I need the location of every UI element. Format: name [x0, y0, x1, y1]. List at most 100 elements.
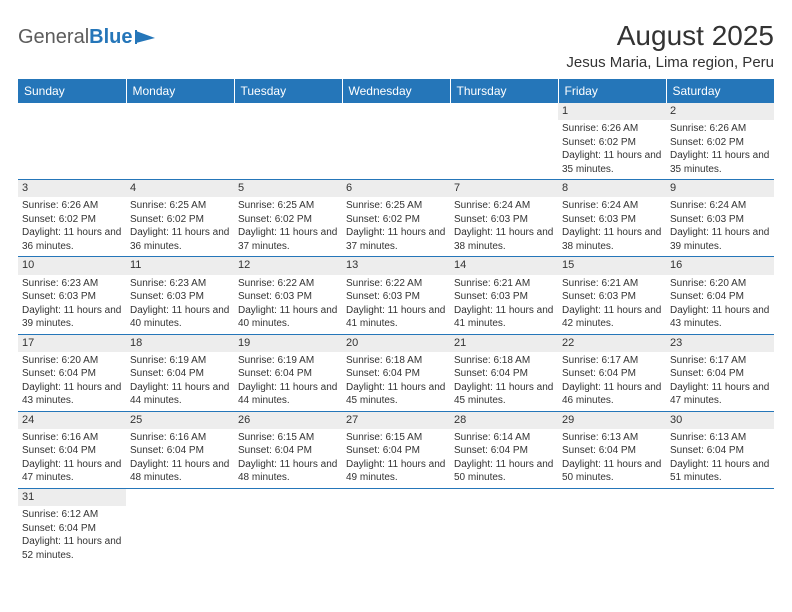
- sunset-text: Sunset: 6:04 PM: [670, 290, 770, 304]
- sunset-text: Sunset: 6:04 PM: [670, 444, 770, 458]
- day-content: Sunrise: 6:17 AMSunset: 6:04 PMDaylight:…: [558, 352, 666, 411]
- sunset-text: Sunset: 6:02 PM: [562, 136, 662, 150]
- sunrise-text: Sunrise: 6:25 AM: [130, 199, 230, 213]
- sunrise-text: Sunrise: 6:26 AM: [22, 199, 122, 213]
- day-content: Sunrise: 6:25 AMSunset: 6:02 PMDaylight:…: [234, 197, 342, 256]
- daylight-text: Daylight: 11 hours and 42 minutes.: [562, 304, 662, 331]
- sunset-text: Sunset: 6:03 PM: [22, 290, 122, 304]
- daylight-text: Daylight: 11 hours and 48 minutes.: [238, 458, 338, 485]
- sunset-text: Sunset: 6:02 PM: [670, 136, 770, 150]
- daylight-text: Daylight: 11 hours and 51 minutes.: [670, 458, 770, 485]
- day-number: 12: [234, 257, 342, 274]
- daylight-text: Daylight: 11 hours and 43 minutes.: [22, 381, 122, 408]
- sunset-text: Sunset: 6:04 PM: [238, 367, 338, 381]
- sunrise-text: Sunrise: 6:24 AM: [454, 199, 554, 213]
- sunrise-text: Sunrise: 6:19 AM: [238, 354, 338, 368]
- sunset-text: Sunset: 6:04 PM: [130, 444, 230, 458]
- day-content: Sunrise: 6:13 AMSunset: 6:04 PMDaylight:…: [666, 429, 774, 488]
- sunset-text: Sunset: 6:04 PM: [130, 367, 230, 381]
- month-title: August 2025: [566, 20, 774, 52]
- day-cell: 22Sunrise: 6:17 AMSunset: 6:04 PMDayligh…: [558, 334, 666, 411]
- day-cell: 19Sunrise: 6:19 AMSunset: 6:04 PMDayligh…: [234, 334, 342, 411]
- day-number: 26: [234, 412, 342, 429]
- sunrise-text: Sunrise: 6:24 AM: [670, 199, 770, 213]
- daylight-text: Daylight: 11 hours and 40 minutes.: [238, 304, 338, 331]
- sunset-text: Sunset: 6:04 PM: [346, 367, 446, 381]
- day-number: 7: [450, 180, 558, 197]
- sunset-text: Sunset: 6:04 PM: [22, 367, 122, 381]
- day-content: Sunrise: 6:23 AMSunset: 6:03 PMDaylight:…: [126, 275, 234, 334]
- logo: GeneralBlue: [18, 26, 157, 49]
- week-row: 1Sunrise: 6:26 AMSunset: 6:02 PMDaylight…: [18, 103, 774, 180]
- sunrise-text: Sunrise: 6:23 AM: [130, 277, 230, 291]
- day-content: Sunrise: 6:18 AMSunset: 6:04 PMDaylight:…: [342, 352, 450, 411]
- daylight-text: Daylight: 11 hours and 36 minutes.: [22, 226, 122, 253]
- day-number: 28: [450, 412, 558, 429]
- daylight-text: Daylight: 11 hours and 45 minutes.: [454, 381, 554, 408]
- day-number: 3: [18, 180, 126, 197]
- day-cell: [666, 488, 774, 565]
- day-cell: 20Sunrise: 6:18 AMSunset: 6:04 PMDayligh…: [342, 334, 450, 411]
- day-cell: [450, 103, 558, 180]
- dayhead-thu: Thursday: [450, 79, 558, 103]
- dayhead-wed: Wednesday: [342, 79, 450, 103]
- day-content: Sunrise: 6:18 AMSunset: 6:04 PMDaylight:…: [450, 352, 558, 411]
- day-number: 5: [234, 180, 342, 197]
- sunrise-text: Sunrise: 6:24 AM: [562, 199, 662, 213]
- daylight-text: Daylight: 11 hours and 44 minutes.: [130, 381, 230, 408]
- day-cell: 24Sunrise: 6:16 AMSunset: 6:04 PMDayligh…: [18, 411, 126, 488]
- day-number: 27: [342, 412, 450, 429]
- day-number: 24: [18, 412, 126, 429]
- dayhead-tue: Tuesday: [234, 79, 342, 103]
- day-number: 13: [342, 257, 450, 274]
- day-content: Sunrise: 6:23 AMSunset: 6:03 PMDaylight:…: [18, 275, 126, 334]
- day-content: Sunrise: 6:25 AMSunset: 6:02 PMDaylight:…: [126, 197, 234, 256]
- sunset-text: Sunset: 6:04 PM: [346, 444, 446, 458]
- sunset-text: Sunset: 6:04 PM: [22, 444, 122, 458]
- sunset-text: Sunset: 6:03 PM: [562, 290, 662, 304]
- sunset-text: Sunset: 6:04 PM: [22, 522, 122, 536]
- daylight-text: Daylight: 11 hours and 35 minutes.: [562, 149, 662, 176]
- day-number: 22: [558, 335, 666, 352]
- dayhead-mon: Monday: [126, 79, 234, 103]
- day-number: 15: [558, 257, 666, 274]
- sunrise-text: Sunrise: 6:14 AM: [454, 431, 554, 445]
- day-number: 4: [126, 180, 234, 197]
- day-cell: 27Sunrise: 6:15 AMSunset: 6:04 PMDayligh…: [342, 411, 450, 488]
- day-cell: 8Sunrise: 6:24 AMSunset: 6:03 PMDaylight…: [558, 180, 666, 257]
- day-cell: 31Sunrise: 6:12 AMSunset: 6:04 PMDayligh…: [18, 488, 126, 565]
- day-content: Sunrise: 6:26 AMSunset: 6:02 PMDaylight:…: [666, 120, 774, 179]
- sunrise-text: Sunrise: 6:23 AM: [22, 277, 122, 291]
- day-cell: 7Sunrise: 6:24 AMSunset: 6:03 PMDaylight…: [450, 180, 558, 257]
- day-cell: 17Sunrise: 6:20 AMSunset: 6:04 PMDayligh…: [18, 334, 126, 411]
- daylight-text: Daylight: 11 hours and 35 minutes.: [670, 149, 770, 176]
- day-number: 10: [18, 257, 126, 274]
- day-cell: [234, 103, 342, 180]
- sunrise-text: Sunrise: 6:26 AM: [670, 122, 770, 136]
- sunrise-text: Sunrise: 6:21 AM: [454, 277, 554, 291]
- day-cell: 14Sunrise: 6:21 AMSunset: 6:03 PMDayligh…: [450, 257, 558, 334]
- day-content: Sunrise: 6:26 AMSunset: 6:02 PMDaylight:…: [558, 120, 666, 179]
- day-cell: [342, 103, 450, 180]
- daylight-text: Daylight: 11 hours and 43 minutes.: [670, 304, 770, 331]
- sunset-text: Sunset: 6:03 PM: [454, 213, 554, 227]
- sunrise-text: Sunrise: 6:20 AM: [670, 277, 770, 291]
- sunrise-text: Sunrise: 6:25 AM: [346, 199, 446, 213]
- day-number: 23: [666, 335, 774, 352]
- sunset-text: Sunset: 6:04 PM: [670, 367, 770, 381]
- logo-text-1: General: [18, 26, 89, 49]
- day-cell: [342, 488, 450, 565]
- day-number: 19: [234, 335, 342, 352]
- day-number: 14: [450, 257, 558, 274]
- day-cell: 4Sunrise: 6:25 AMSunset: 6:02 PMDaylight…: [126, 180, 234, 257]
- daylight-text: Daylight: 11 hours and 45 minutes.: [346, 381, 446, 408]
- day-cell: 25Sunrise: 6:16 AMSunset: 6:04 PMDayligh…: [126, 411, 234, 488]
- sunset-text: Sunset: 6:04 PM: [454, 444, 554, 458]
- sunset-text: Sunset: 6:04 PM: [238, 444, 338, 458]
- day-content: Sunrise: 6:24 AMSunset: 6:03 PMDaylight:…: [666, 197, 774, 256]
- daylight-text: Daylight: 11 hours and 41 minutes.: [454, 304, 554, 331]
- daylight-text: Daylight: 11 hours and 50 minutes.: [454, 458, 554, 485]
- sunrise-text: Sunrise: 6:22 AM: [346, 277, 446, 291]
- daylight-text: Daylight: 11 hours and 47 minutes.: [670, 381, 770, 408]
- day-cell: [126, 103, 234, 180]
